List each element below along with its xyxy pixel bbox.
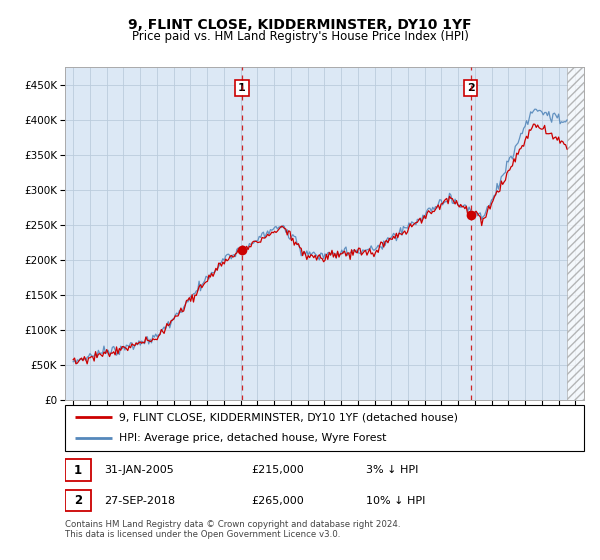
FancyBboxPatch shape xyxy=(65,405,584,451)
Text: 1: 1 xyxy=(238,83,246,94)
Text: 31-JAN-2005: 31-JAN-2005 xyxy=(104,465,173,475)
Text: HPI: Average price, detached house, Wyre Forest: HPI: Average price, detached house, Wyre… xyxy=(119,433,386,444)
Text: 9, FLINT CLOSE, KIDDERMINSTER, DY10 1YF: 9, FLINT CLOSE, KIDDERMINSTER, DY10 1YF xyxy=(128,18,472,32)
Text: 3% ↓ HPI: 3% ↓ HPI xyxy=(366,465,418,475)
Text: £265,000: £265,000 xyxy=(251,496,304,506)
Bar xyxy=(567,50,584,400)
Text: 2: 2 xyxy=(467,83,475,94)
Text: 2: 2 xyxy=(74,494,82,507)
FancyBboxPatch shape xyxy=(65,459,91,480)
Text: 10% ↓ HPI: 10% ↓ HPI xyxy=(366,496,425,506)
Text: Contains HM Land Registry data © Crown copyright and database right 2024.
This d: Contains HM Land Registry data © Crown c… xyxy=(65,520,400,539)
Text: 9, FLINT CLOSE, KIDDERMINSTER, DY10 1YF (detached house): 9, FLINT CLOSE, KIDDERMINSTER, DY10 1YF … xyxy=(119,412,458,422)
Text: Price paid vs. HM Land Registry's House Price Index (HPI): Price paid vs. HM Land Registry's House … xyxy=(131,30,469,43)
Text: 27-SEP-2018: 27-SEP-2018 xyxy=(104,496,175,506)
Text: 1: 1 xyxy=(74,464,82,477)
FancyBboxPatch shape xyxy=(65,490,91,511)
Text: £215,000: £215,000 xyxy=(251,465,304,475)
